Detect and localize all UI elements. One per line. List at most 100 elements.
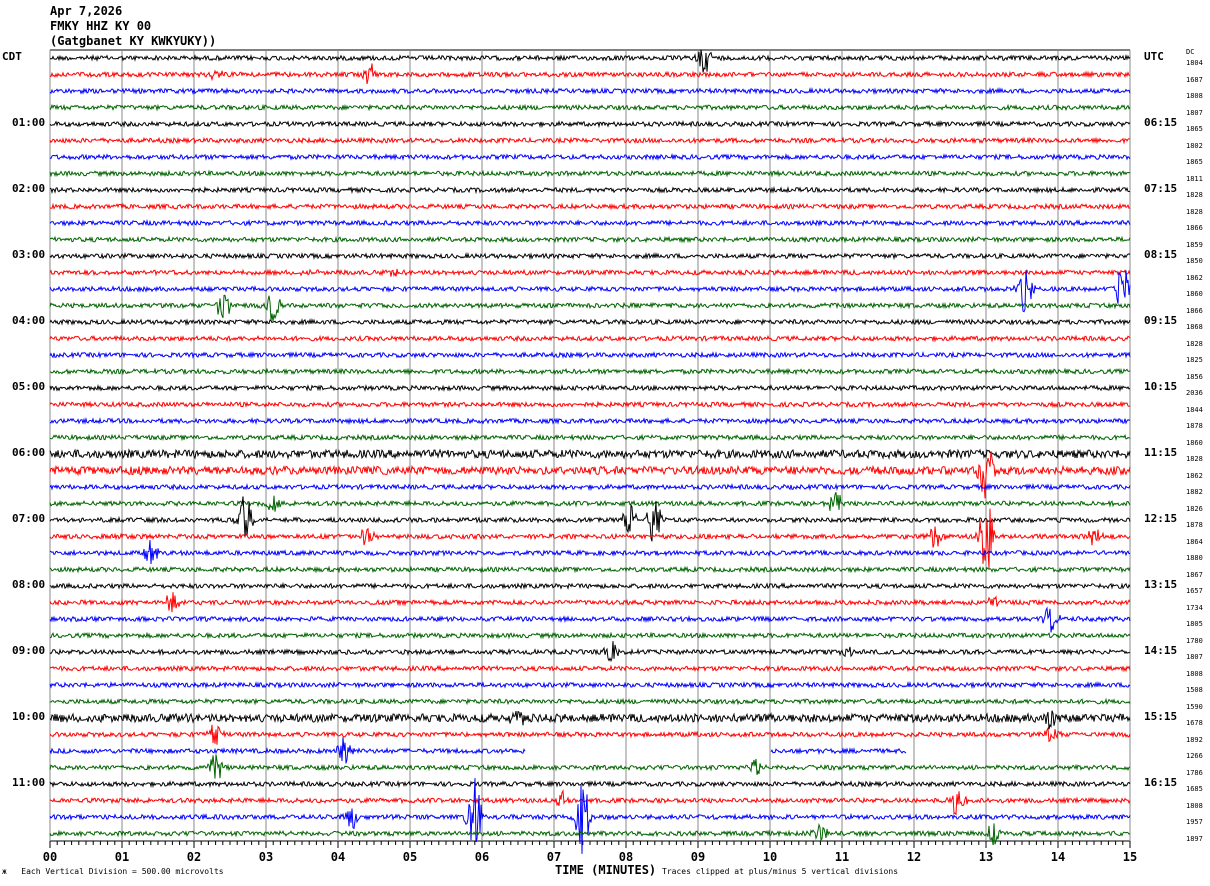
trace-1 — [49, 63, 1130, 85]
cdt-hour-label: 08:00 — [12, 578, 46, 591]
dc-offset: 1685 — [1186, 785, 1203, 793]
x-axis-title: TIME (MINUTES) — [555, 863, 657, 877]
left-axis-title: CDT — [2, 50, 22, 63]
dc-offset: 1807 — [1186, 108, 1203, 117]
x-tick-label: 05 — [403, 850, 417, 864]
x-tick-label: 13 — [979, 850, 993, 864]
dc-offset: 1802 — [1186, 141, 1203, 150]
dc-offset: 1508 — [1186, 686, 1203, 694]
dc-title: DC — [1186, 48, 1195, 56]
trace-22 — [49, 416, 1131, 426]
trace-21 — [49, 400, 1131, 409]
trace-19 — [49, 367, 1131, 376]
dc-offset: 1825 — [1186, 356, 1203, 364]
utc-hour-label: 16:15 — [1144, 776, 1178, 789]
dc-offset: 1826 — [1186, 504, 1203, 513]
x-tick-label: 14 — [1051, 850, 1065, 864]
trace-14 — [49, 270, 1131, 313]
trace-38 — [49, 680, 1131, 690]
trace-32 — [49, 581, 1131, 590]
scale-note: ж Each Vertical Division = 500.00 microv… — [2, 867, 224, 876]
trace-16 — [49, 317, 1131, 327]
trace-46 — [49, 778, 1131, 854]
dc-offset: 1808 — [1186, 801, 1203, 810]
dc-offset: 1850 — [1186, 257, 1203, 265]
trace-29 — [49, 508, 1131, 569]
trace-41 — [49, 724, 1131, 745]
trace-44 — [49, 779, 1131, 789]
trace-25 — [49, 451, 1131, 499]
x-tick-label: 06 — [475, 850, 489, 864]
utc-hour-label: 15:15 — [1144, 710, 1178, 723]
dc-offset: 1856 — [1186, 372, 1203, 381]
trace-5 — [49, 136, 1130, 145]
dc-offset: 1860 — [1186, 290, 1203, 298]
cdt-hour-label: 06:00 — [12, 446, 46, 459]
x-tick-label: 09 — [691, 850, 705, 864]
x-tick-label: 10 — [763, 850, 777, 864]
utc-hour-label: 13:15 — [1144, 578, 1178, 591]
trace-23 — [49, 433, 1131, 442]
x-tick-label: 01 — [115, 850, 129, 864]
trace-13 — [49, 268, 1131, 278]
trace-10 — [49, 218, 1131, 227]
dc-offset: 1859 — [1186, 240, 1203, 249]
trace-7 — [49, 169, 1131, 178]
dc-offset: 1878 — [1186, 422, 1203, 430]
date-label: Apr 7,2026 — [50, 4, 123, 18]
dc-offset: 1868 — [1186, 323, 1203, 331]
trace-27 — [49, 492, 1131, 512]
dc-offset: 1786 — [1186, 768, 1203, 777]
trace-3 — [49, 103, 1131, 112]
dc-offset: 1828 — [1186, 207, 1203, 216]
clip-note: Traces clipped at plus/minus 5 vertical … — [662, 867, 899, 876]
dc-offset: 1862 — [1186, 273, 1203, 282]
cdt-hour-label: 07:00 — [12, 512, 46, 525]
dc-offset: 1882 — [1186, 488, 1203, 496]
trace-39 — [49, 697, 1131, 706]
dc-offset: 1804 — [1186, 59, 1203, 67]
dc-offset: 1807 — [1186, 653, 1203, 661]
x-tick-label: 07 — [547, 850, 561, 864]
dc-offset: 1734 — [1186, 603, 1203, 612]
trace-35 — [49, 631, 1131, 640]
utc-hour-label: 12:15 — [1144, 512, 1178, 525]
location-label: (Gatgbanet KY KWKYUKY)) — [50, 34, 217, 48]
trace-43 — [49, 754, 1131, 779]
cdt-hour-label: 02:00 — [12, 182, 46, 195]
station-label: FMKY HHZ KY 00 — [50, 19, 152, 33]
dc-offset: 1866 — [1186, 306, 1203, 315]
dc-offset: 1957 — [1186, 818, 1203, 826]
cdt-hour-label: 05:00 — [12, 380, 46, 393]
dc-offset: 1897 — [1186, 834, 1203, 843]
trace-42 — [49, 737, 907, 764]
cdt-hour-label: 04:00 — [12, 314, 46, 327]
trace-17 — [49, 334, 1131, 343]
dc-offset: 1862 — [1186, 471, 1203, 480]
trace-18 — [49, 350, 1131, 360]
trace-24 — [49, 448, 1131, 460]
dc-offset: 1805 — [1186, 620, 1203, 628]
utc-hour-label: 08:15 — [1144, 248, 1178, 261]
dc-offset: 1865 — [1186, 158, 1203, 166]
utc-hour-label: 06:15 — [1144, 116, 1178, 129]
cdt-hour-label: 09:00 — [12, 644, 46, 657]
utc-hour-label: 14:15 — [1144, 644, 1178, 657]
trace-37 — [49, 664, 1131, 673]
x-tick-label: 15 — [1123, 850, 1137, 864]
dc-offset: 1678 — [1186, 719, 1203, 727]
cdt-hour-label: 01:00 — [12, 116, 46, 129]
x-tick-label: 03 — [259, 850, 273, 864]
trace-9 — [49, 202, 1131, 211]
x-tick-label: 00 — [43, 850, 57, 864]
dc-offset: 1867 — [1186, 570, 1203, 579]
dc-offset: 1878 — [1186, 521, 1203, 529]
trace-15 — [49, 294, 1131, 322]
dc-offset: 1828 — [1186, 455, 1203, 463]
dc-offset: 1892 — [1186, 735, 1203, 744]
dc-offset: 1866 — [1186, 224, 1203, 232]
dc-offset: 1808 — [1186, 92, 1203, 100]
x-tick-label: 02 — [187, 850, 201, 864]
dc-offset: 1860 — [1186, 438, 1203, 447]
